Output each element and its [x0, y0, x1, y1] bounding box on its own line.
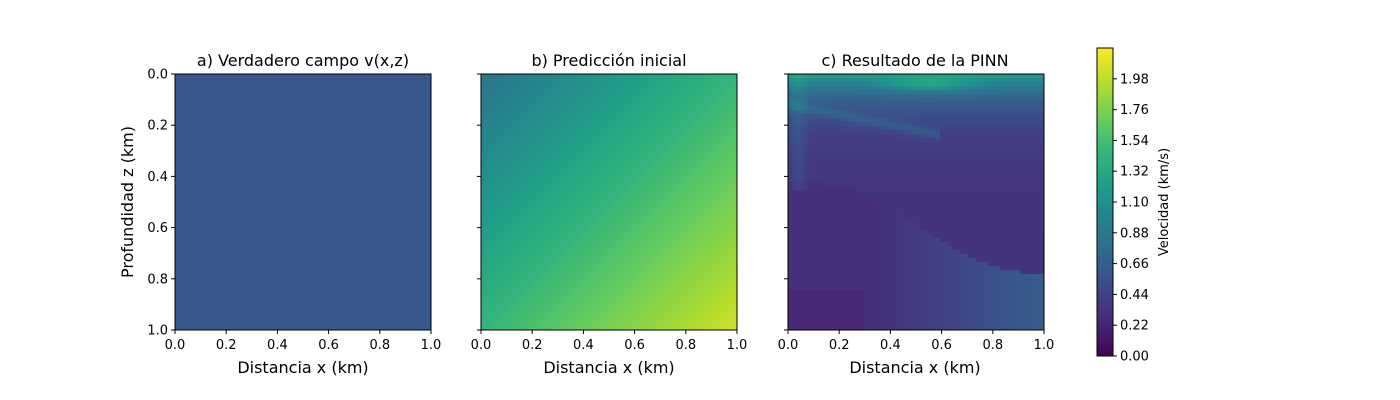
panel-b-xtick-label: 0.0 — [471, 338, 492, 353]
panel-c-xtick-label: 0.0 — [778, 338, 799, 353]
panel-b-title: b) Predicción inicial — [531, 51, 686, 70]
panel-c-title: c) Resultado de la PINN — [821, 51, 1008, 70]
panel-a-xtick-label: 0.4 — [267, 338, 288, 353]
colorbar-tick-label: 0.88 — [1120, 226, 1149, 241]
panel-b-xlabel: Distancia x (km) — [543, 358, 674, 377]
panel-a-xtick-label: 1.0 — [421, 338, 442, 353]
panel-a: a) Verdadero campo v(x,z) 0.0 0.2 0.4 0.6 0.… — [118, 51, 441, 377]
panel-a-ylabel: Profundidad z (km) — [118, 126, 137, 278]
colorbar-tick-label: 1.54 — [1120, 134, 1149, 149]
colorbar-label: Velocidad (km/s) — [1157, 148, 1172, 256]
panel-a-xtick-label: 0.0 — [165, 338, 186, 353]
panel-c-xtick-label: 0.6 — [931, 338, 952, 353]
panel-a-xlabel: Distancia x (km) — [237, 358, 368, 377]
colorbar-tick-label: 0.44 — [1120, 288, 1149, 303]
colorbar-tick-label: 1.76 — [1120, 103, 1149, 118]
panel-b-xtick-label: 1.0 — [727, 338, 748, 353]
colorbar-tick-label: 0.66 — [1120, 257, 1149, 272]
panel-b-ticks: 0.0 0.2 0.4 0.6 0.8 1.0 — [471, 73, 748, 353]
panel-b-heatmap — [481, 74, 737, 330]
panel-a-frame — [174, 73, 432, 331]
colorbar-tick-label: 1.10 — [1120, 196, 1149, 211]
panel-a-ytick-label: 0.8 — [147, 272, 168, 287]
colorbar: 0.00 0.22 0.44 0.66 0.88 1.10 1.32 1.54 1.76 1.98… — [1096, 47, 1172, 365]
panel-c-xtick-label: 0.8 — [982, 338, 1003, 353]
colorbar-tick-label: 0.00 — [1120, 350, 1149, 365]
panel-b-frame — [480, 73, 738, 331]
panel-a-ytick-label: 1.0 — [147, 324, 168, 339]
colorbar-tick-label: 0.22 — [1120, 319, 1149, 334]
panel-c-xtick-label: 0.2 — [829, 338, 850, 353]
panel-a-ytick-label: 0.2 — [147, 119, 168, 134]
panel-c-xlabel: Distancia x (km) — [849, 358, 980, 377]
panel-a-xtick-label: 0.2 — [216, 338, 237, 353]
panel-c-xtick-label: 0.4 — [880, 338, 901, 353]
panel-c-frame — [787, 73, 1045, 331]
panel-a-ytick-label: 0.0 — [147, 68, 168, 83]
panel-b-xtick-label: 0.2 — [522, 338, 543, 353]
panel-a-ytick-label: 0.4 — [147, 170, 168, 185]
panel-c-heatmap — [788, 74, 1045, 331]
panel-b-xtick-label: 0.8 — [675, 338, 696, 353]
panel-a-heatmap — [175, 74, 431, 330]
panel-a-ytick-label: 0.6 — [147, 221, 168, 236]
colorbar-ticks: 0.00 0.22 0.44 0.66 0.88 1.10 1.32 1.54 1.76 1.98 — [1113, 72, 1149, 365]
colorbar-gradient — [1097, 48, 1113, 356]
colorbar-tick-label: 1.32 — [1120, 165, 1149, 180]
panel-a-title: a) Verdadero campo v(x,z) — [197, 51, 409, 70]
panel-b-xtick-label: 0.6 — [624, 338, 645, 353]
panel-a-ticks: 0.0 0.2 0.4 0.6 0.8 1.00.00.20.40.60.81.0 — [147, 68, 441, 354]
panel-c-ticks: 0.0 0.2 0.4 0.6 0.8 1.0 — [778, 73, 1055, 353]
panel-a-xtick-label: 0.6 — [318, 338, 339, 353]
colorbar-tick-label: 1.98 — [1120, 72, 1149, 87]
panel-a-xtick-label: 0.8 — [369, 338, 390, 353]
panel-b: b) Predicción inicial 0.0 0.2 0.4 0.6 0.8 1.0… — [471, 51, 748, 377]
panel-c: c) Resultado de la PINN 0.0 0.2 0.4 0.6 0.8 1… — [778, 51, 1055, 377]
panel-c-xtick-label: 1.0 — [1034, 338, 1055, 353]
panel-b-xtick-label: 0.4 — [573, 338, 594, 353]
